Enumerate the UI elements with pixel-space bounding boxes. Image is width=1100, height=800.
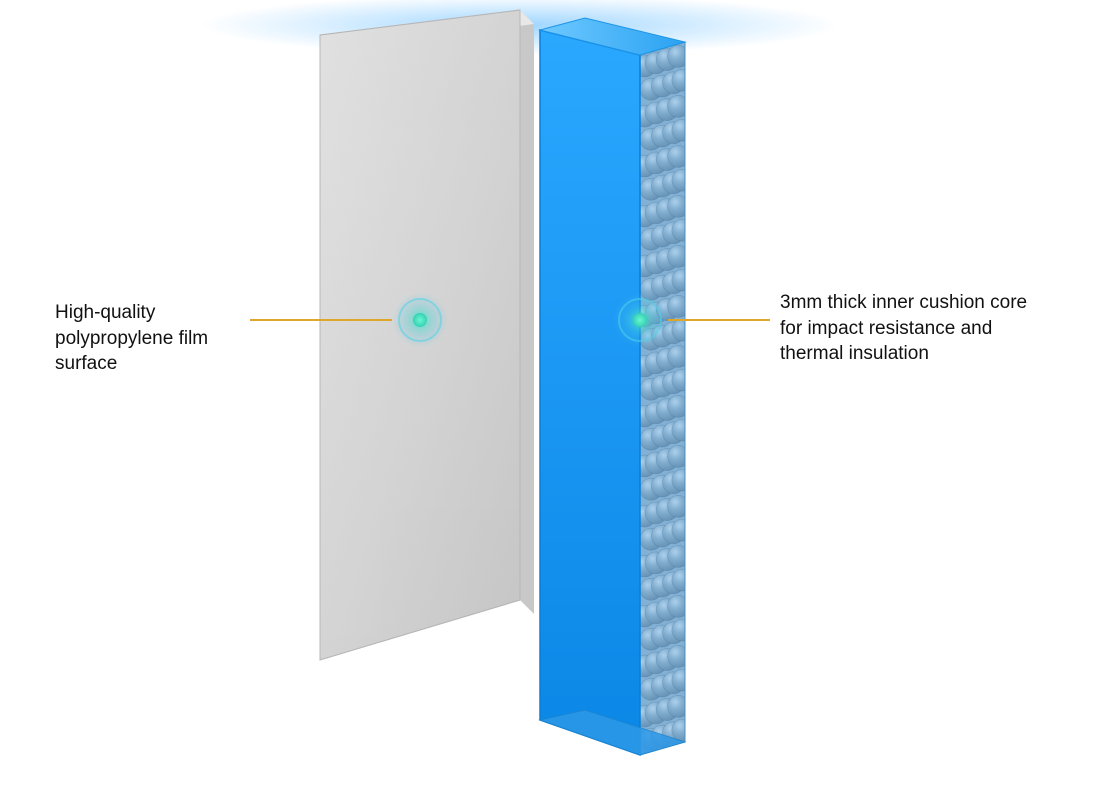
panel-diagram-svg — [0, 0, 1100, 800]
label-line: polypropylene film surface — [55, 326, 275, 377]
label-line: thermal insulation — [780, 341, 1080, 367]
blue-panel — [540, 18, 694, 755]
label-line: 3mm thick inner cushion core — [780, 290, 1080, 316]
leader-line-right — [668, 319, 770, 321]
callout-label-left: High-quality polypropylene film surface — [55, 300, 275, 377]
label-line: High-quality — [55, 300, 275, 326]
grey-panel — [300, 0, 560, 700]
label-line: for impact resistance and — [780, 316, 1080, 342]
diagram-stage: High-quality polypropylene film surface … — [0, 0, 1100, 800]
callout-label-right: 3mm thick inner cushion core for impact … — [780, 290, 1080, 367]
